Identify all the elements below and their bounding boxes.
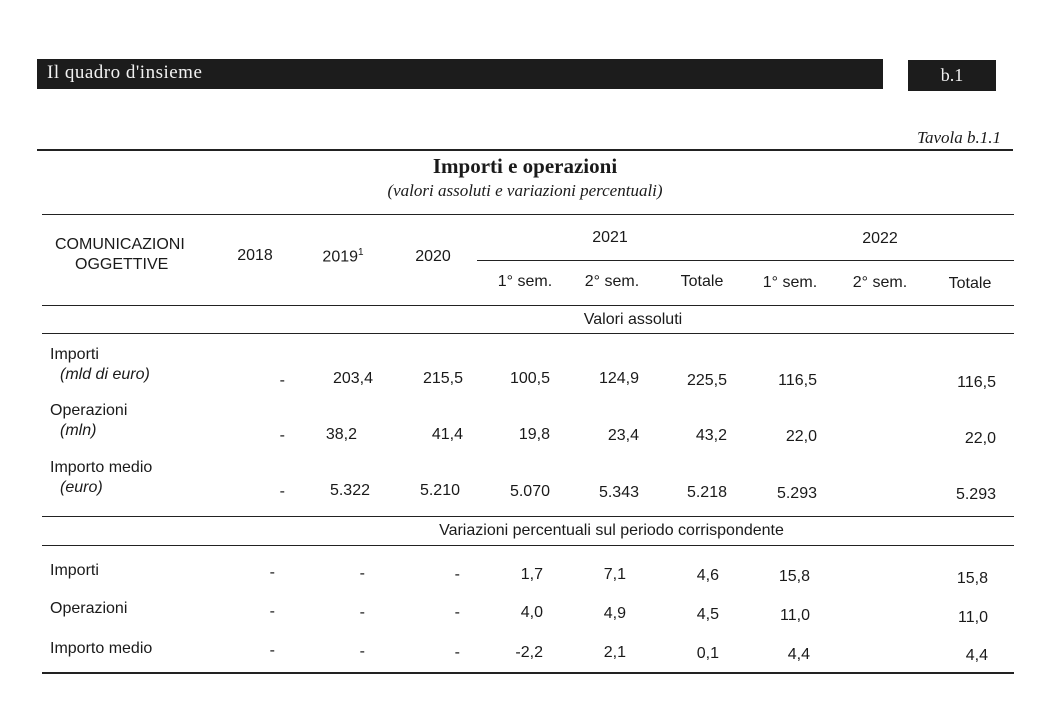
row-header-line1: COMUNICAZIONI	[55, 236, 185, 253]
table-cell: 2,1	[603, 644, 626, 661]
table-cell: 215,5	[422, 370, 463, 387]
table-cell: -	[269, 564, 275, 581]
table-cell: 4,4	[787, 646, 810, 663]
table-cell: 15,8	[956, 570, 988, 587]
table-cell: 4,4	[965, 647, 988, 664]
var-importi-label: Importi	[50, 562, 99, 579]
table-cell: 4,6	[696, 567, 719, 584]
table-cell: 11,0	[958, 609, 988, 626]
table-cell: -	[359, 565, 365, 582]
table-cell: -	[359, 643, 365, 660]
row-operazioni-unit: (mln)	[60, 422, 97, 439]
section-code: b.1	[908, 60, 996, 91]
table-cell: 22,0	[785, 428, 817, 445]
table-cell: -	[269, 642, 275, 659]
col-2022-totale: Totale	[948, 275, 992, 292]
col-2022-sem2: 2° sem.	[852, 274, 908, 291]
table-cell: 4,0	[520, 604, 543, 621]
table-cell: 23,4	[607, 427, 639, 444]
col-2021: 2021	[592, 229, 628, 246]
section-var-top-rule	[42, 516, 1014, 517]
row-importo-medio-unit: (euro)	[60, 479, 103, 496]
table-cell: -	[279, 372, 285, 389]
col-2022-sem1: 1° sem.	[762, 274, 818, 291]
section-title: Il quadro d'insieme	[47, 62, 203, 83]
table-cell: 5.322	[329, 482, 370, 499]
row-importi-label: Importi	[50, 346, 99, 363]
table-cell: -	[359, 604, 365, 621]
table-cell: 0,1	[696, 645, 719, 662]
col-2019-label: 2019	[322, 248, 359, 266]
table-cell: 225,5	[686, 372, 727, 389]
table-cell: 41,4	[431, 426, 463, 443]
table-cell: 5.343	[598, 484, 639, 501]
header-rule	[42, 214, 1014, 215]
table-cell: 4,5	[696, 606, 719, 623]
col-2021-sem1: 1° sem.	[497, 273, 553, 290]
table-cell: 19,8	[518, 426, 550, 443]
col-2022: 2022	[862, 230, 898, 247]
table-cell: 38,2	[325, 426, 357, 443]
subheader-rule	[42, 305, 1014, 306]
table-cell: 116,5	[957, 374, 996, 391]
table-cell: 43,2	[695, 427, 727, 444]
section-variazioni: Variazioni percentuali sul periodo corri…	[439, 522, 784, 539]
table-subtitle: (valori assoluti e variazioni percentual…	[387, 181, 663, 200]
var-importo-medio-label: Importo medio	[50, 640, 153, 657]
table-cell: -	[454, 644, 460, 661]
section-header-bar: Il quadro d'insieme	[37, 59, 883, 89]
table-cell: -	[279, 427, 285, 444]
col-2018: 2018	[237, 247, 273, 264]
row-importo-medio-label: Importo medio	[50, 459, 153, 476]
top-rule	[37, 149, 1013, 151]
table-cell: 116,5	[778, 372, 817, 389]
table-cell: -	[279, 483, 285, 500]
table-cell: 4,9	[603, 605, 626, 622]
table-cell: 22,0	[964, 430, 996, 447]
table-cell: -	[454, 604, 460, 621]
table-cell: 5.218	[686, 484, 727, 501]
row-header-line2: OGGETTIVE	[75, 256, 169, 273]
table-cell: 5.293	[955, 486, 996, 503]
col-2020: 2020	[415, 248, 451, 265]
table-cell: 5.070	[509, 483, 550, 500]
table-cell: 11,0	[780, 607, 810, 624]
col-2021-totale: Totale	[680, 273, 724, 290]
table-cell: 7,1	[603, 566, 626, 583]
col-2019: 20191	[313, 247, 373, 266]
col-2021-sem2: 2° sem.	[584, 273, 640, 290]
table-title: Importi e operazioni	[432, 154, 618, 178]
table-cell: 1,7	[520, 566, 543, 583]
footnote-1: 1	[358, 247, 364, 258]
year-group-rule	[477, 260, 1014, 261]
table-reference: Tavola b.1.1	[917, 128, 1001, 147]
table-cell: 124,9	[598, 370, 639, 387]
var-operazioni-label: Operazioni	[50, 600, 128, 617]
row-operazioni-label: Operazioni	[50, 402, 128, 419]
table-cell: 203,4	[332, 370, 373, 387]
table-cell: 5.293	[776, 485, 817, 502]
table-cell: 5.210	[419, 482, 460, 499]
section-valori-assoluti: Valori assoluti	[583, 311, 683, 328]
table-cell: -2,2	[515, 644, 543, 661]
section-var-rule	[42, 545, 1014, 546]
row-importi-unit: (mld di euro)	[60, 366, 150, 383]
bottom-rule	[42, 672, 1014, 674]
table-cell: 100,5	[509, 370, 550, 387]
table-cell: -	[269, 603, 275, 620]
table-cell: 15,8	[778, 568, 810, 585]
section-abs-rule	[42, 333, 1014, 334]
table-cell: -	[454, 566, 460, 583]
